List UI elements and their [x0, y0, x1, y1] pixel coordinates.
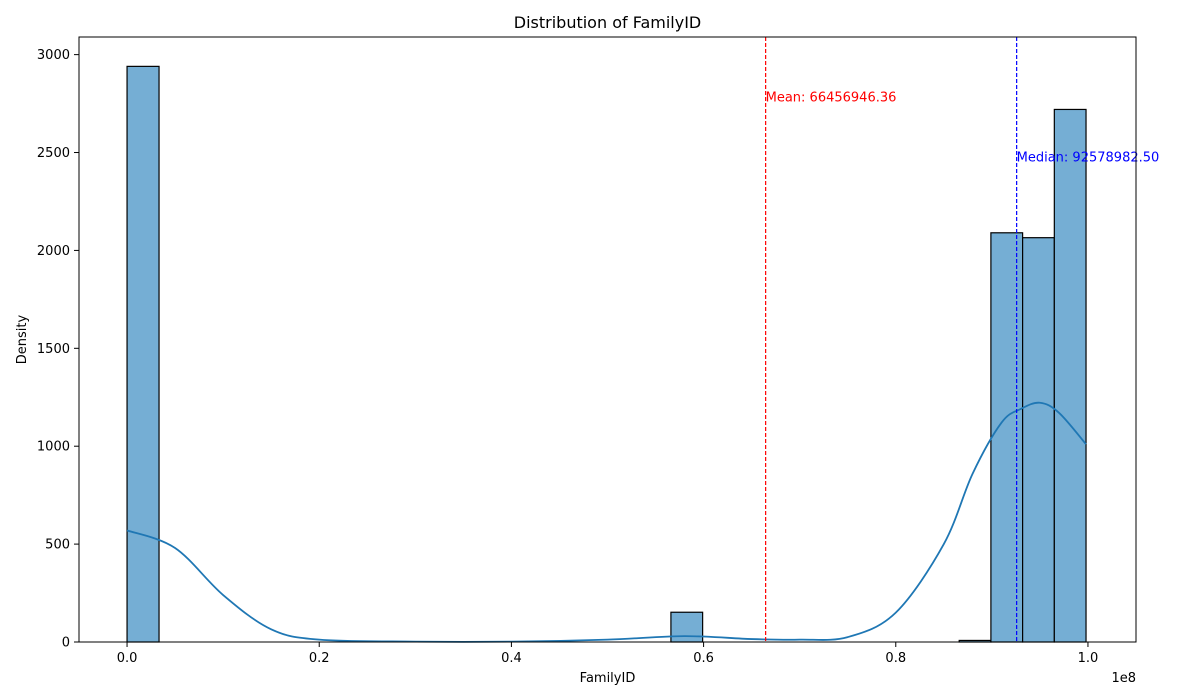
histogram-bar-1	[126, 65, 160, 643]
bars-layer	[126, 65, 1087, 643]
x-tick-label-4: 0.6	[693, 651, 714, 666]
histogram-bar-6	[1053, 108, 1087, 643]
kde-curve	[126, 401, 1087, 643]
x-tick-label-3: 0.4	[501, 651, 522, 666]
y-tick-label-7: 3000	[37, 48, 70, 63]
plot-frame	[78, 36, 1137, 643]
axes-layer: 0.0 0.2 0.4 0.6 0.8 1.0 0 500 1000 1500 2000 2500 30…	[37, 36, 1137, 666]
x-tick-label-6: 1.0	[1078, 651, 1099, 666]
chart-title: Distribution of FamilyID	[514, 13, 701, 32]
reference-lines-layer: Mean: 66456946.36 Median: 92578982.50	[765, 37, 1160, 642]
x-tick-label-2: 0.2	[309, 651, 330, 666]
y-tick-label-1: 0	[62, 636, 70, 651]
kde-layer	[126, 401, 1087, 643]
median-label: Median: 92578982.50	[1017, 150, 1160, 165]
y-tick-label-2: 500	[45, 538, 70, 553]
x-tick-label-1: 0.0	[117, 651, 138, 666]
histogram-bar-4	[990, 232, 1024, 643]
y-tick-label-3: 1000	[37, 440, 70, 455]
y-tick-label-4: 1500	[37, 342, 70, 357]
x-tick-label-5: 0.8	[885, 651, 906, 666]
mean-label: Mean: 66456946.36	[766, 91, 897, 106]
y-axis-label: Density	[15, 314, 30, 364]
y-tick-label-5: 2000	[37, 244, 70, 259]
x-axis-label: FamilyID	[580, 671, 636, 686]
histogram-bar-5	[1022, 237, 1055, 643]
y-tick-label-6: 2500	[37, 146, 70, 161]
histogram-bar-2	[670, 611, 704, 643]
x-axis-offset-label: 1e8	[1111, 671, 1136, 686]
